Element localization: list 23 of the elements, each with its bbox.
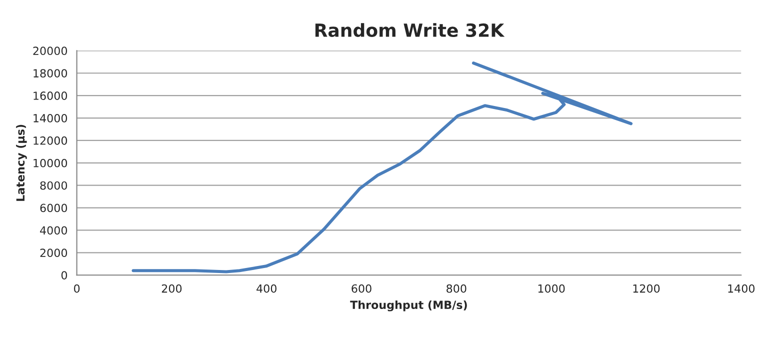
y-tick-label: 18000 <box>34 69 68 78</box>
x-tick-label: 1000 <box>538 284 565 293</box>
line-series <box>132 61 633 274</box>
y-tick-label: 4000 <box>40 226 68 235</box>
y-axis-title: Latency (µs) <box>16 124 27 201</box>
y-tick-label: 14000 <box>34 114 68 122</box>
y-tick-label: 8000 <box>40 181 68 190</box>
y-tick-label: 16000 <box>34 92 68 100</box>
x-tick-label: 0 <box>74 284 80 293</box>
y-tick-label: 20000 <box>33 46 68 56</box>
x-tick-label: 1200 <box>633 284 660 293</box>
y-tick-label: 0 <box>61 271 68 280</box>
chart-title: Random Write 32K <box>315 23 505 38</box>
y-tick-label: 2000 <box>40 248 68 258</box>
x-tick-label: 400 <box>256 284 276 293</box>
x-tick-label: 1400 <box>728 284 755 293</box>
y-tick-label: 6000 <box>40 204 68 212</box>
y-tick-label: 10000 <box>34 158 68 168</box>
y-tick-label: 12000 <box>34 136 68 145</box>
x-tick-label: 800 <box>446 284 466 293</box>
x-tick-label: 200 <box>162 284 182 293</box>
x-tick-label: 600 <box>352 284 372 293</box>
x-axis-title: Throughput (MB/s) <box>350 300 467 312</box>
